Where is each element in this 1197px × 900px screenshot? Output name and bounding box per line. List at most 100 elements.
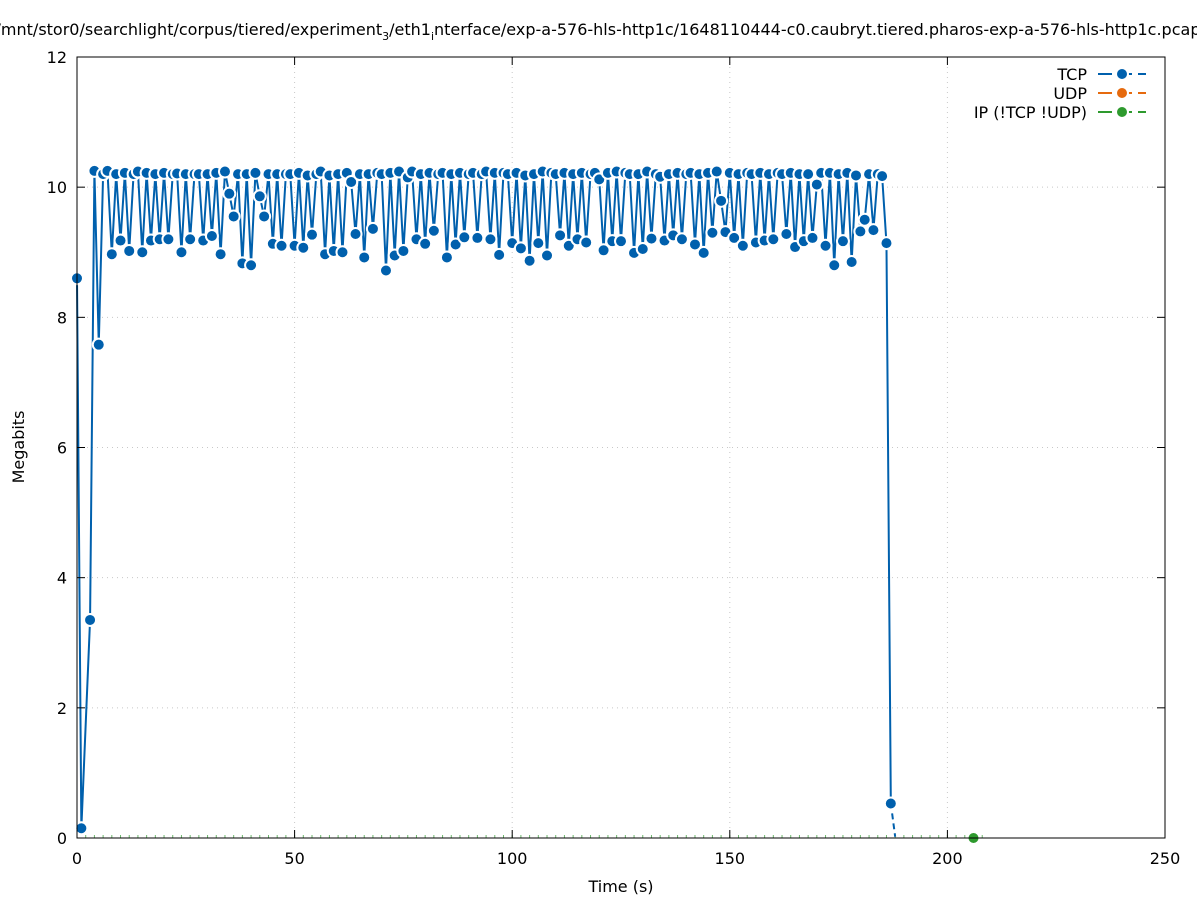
data-point — [296, 240, 311, 255]
data-point — [470, 230, 485, 245]
data-point — [644, 231, 659, 246]
data-point — [853, 224, 868, 239]
data-point — [727, 230, 742, 245]
x-tick-label: 150 — [715, 849, 746, 868]
data-point — [222, 186, 237, 201]
data-point — [357, 250, 372, 265]
data-point — [809, 177, 824, 192]
data-point — [257, 209, 272, 224]
data-point — [335, 245, 350, 260]
data-point — [866, 223, 881, 238]
data-point — [766, 232, 781, 247]
x-tick-label: 100 — [497, 849, 528, 868]
series-layer — [70, 163, 981, 845]
data-point — [217, 164, 232, 179]
data-point — [596, 243, 611, 258]
data-point — [879, 236, 894, 251]
data-point — [714, 193, 729, 208]
data-point — [735, 238, 750, 253]
legend-marker — [1115, 105, 1129, 119]
data-point — [531, 236, 546, 251]
data-point — [122, 243, 137, 258]
data-point — [113, 233, 128, 248]
data-point — [344, 174, 359, 189]
title-part: nterface/exp-a-576-hls-http1c/1648110444… — [434, 20, 1197, 39]
data-point — [540, 248, 555, 263]
legend-label: TCP — [1056, 65, 1087, 84]
title-part: /eth1 — [389, 20, 431, 39]
data-point — [161, 232, 176, 247]
y-tick-label: 10 — [47, 178, 67, 197]
data-point — [74, 821, 89, 836]
data-point — [83, 612, 98, 627]
data-point — [104, 247, 119, 262]
data-point — [396, 243, 411, 258]
data-point — [513, 241, 528, 256]
data-point — [135, 245, 150, 260]
data-point — [426, 223, 441, 238]
data-point — [818, 238, 833, 253]
axis-ticks — [76, 56, 1166, 839]
legend-marker — [1115, 86, 1129, 100]
data-point — [305, 227, 320, 242]
x-tick-label: 250 — [1150, 849, 1181, 868]
data-point — [883, 796, 898, 811]
x-tick-label: 50 — [284, 849, 304, 868]
data-point — [174, 245, 189, 260]
data-point — [614, 234, 628, 249]
data-point — [483, 232, 498, 247]
data-point — [849, 168, 864, 183]
data-point — [801, 167, 816, 182]
y-tick-label: 2 — [57, 699, 67, 718]
chart-title: /mnt/stor0/searchlight/corpus/tiered/exp… — [0, 20, 1197, 43]
data-point — [252, 189, 267, 204]
y-tick-label: 12 — [47, 48, 67, 67]
data-point — [553, 228, 568, 243]
data-point — [709, 164, 724, 179]
data-point — [705, 225, 720, 240]
x-tick-label: 0 — [72, 849, 82, 868]
data-point — [827, 258, 842, 273]
data-point — [779, 227, 794, 242]
data-point — [687, 237, 702, 252]
data-point — [674, 232, 689, 247]
x-tick-label: 200 — [932, 849, 963, 868]
data-point — [226, 209, 241, 224]
data-point — [418, 236, 433, 251]
data-point — [439, 250, 454, 265]
data-point — [857, 212, 872, 227]
data-point — [492, 247, 507, 262]
data-point — [844, 255, 859, 270]
legend-label: UDP — [1053, 84, 1087, 103]
data-point — [448, 237, 463, 252]
y-tick-label: 6 — [57, 439, 67, 458]
x-axis-label: Time (s) — [587, 877, 653, 896]
y-tick-label: 8 — [57, 308, 67, 327]
data-point — [378, 263, 393, 278]
data-point — [365, 221, 380, 236]
data-point — [204, 228, 219, 243]
data-point — [875, 169, 890, 184]
y-axis-label: Megabits — [9, 411, 28, 484]
data-point — [835, 234, 850, 249]
y-tick-label: 0 — [57, 829, 67, 848]
data-point — [635, 241, 650, 256]
y-tick-label: 4 — [57, 569, 67, 588]
title-subscript: i — [431, 30, 434, 43]
data-point — [244, 258, 259, 273]
data-point — [348, 227, 363, 242]
title-part: /mnt/stor0/searchlight/corpus/tiered/exp… — [0, 20, 382, 39]
title-subscript: 3 — [382, 30, 389, 43]
legend-marker — [1115, 67, 1129, 81]
y-tick-labels: 0 2 4 6 8 10 12 — [47, 48, 67, 848]
data-point — [457, 230, 472, 245]
x-tick-labels: 0 50 100 150 200 250 — [72, 849, 1180, 868]
data-point — [183, 232, 198, 247]
data-point — [91, 337, 106, 352]
data-point — [579, 235, 594, 250]
data-point — [696, 245, 711, 260]
data-point — [248, 165, 263, 180]
